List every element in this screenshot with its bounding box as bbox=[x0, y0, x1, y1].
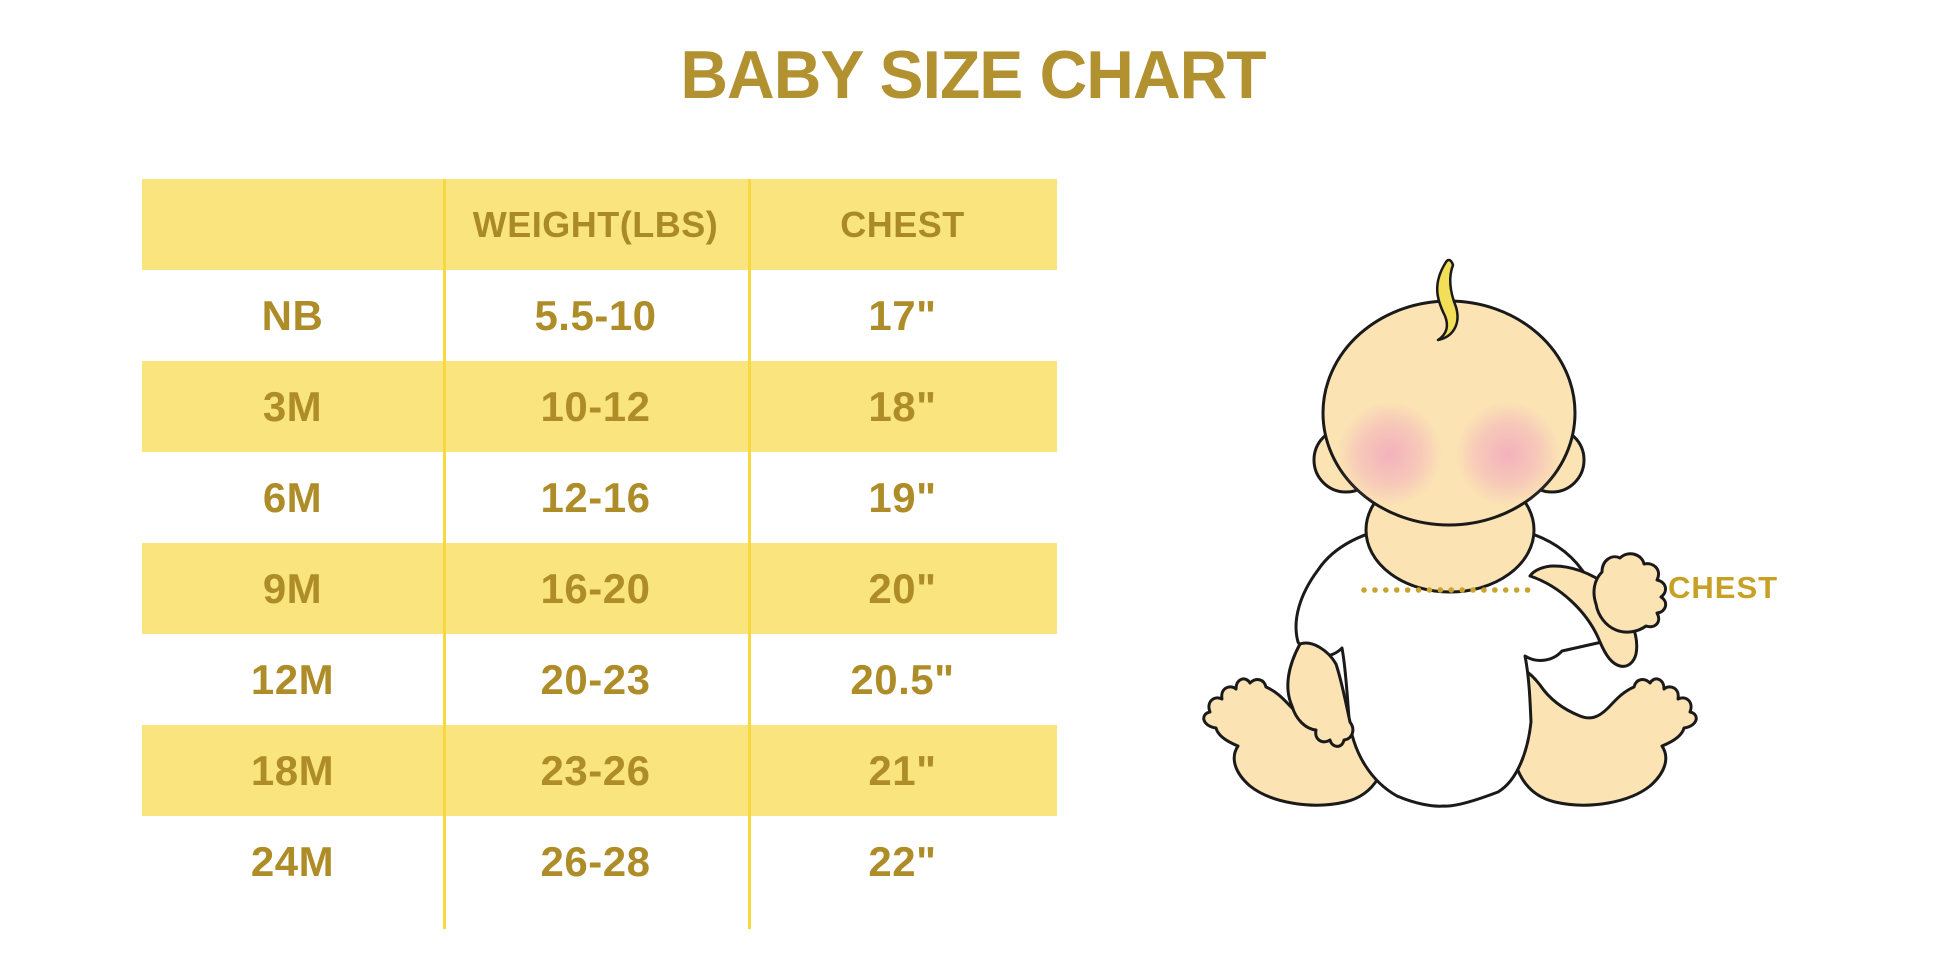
size-table: WEIGHT(LBS) CHEST NB 5.5-10 17" 3M 10-12… bbox=[142, 179, 1057, 929]
header-weight-column: WEIGHT(LBS) bbox=[472, 203, 719, 245]
chest-cell: 20.5" bbox=[850, 655, 955, 703]
baby-arms bbox=[1286, 552, 1668, 748]
size-cell: NB bbox=[261, 291, 324, 339]
weight-cell: 16-20 bbox=[540, 564, 651, 612]
chest-cell: 17" bbox=[868, 291, 937, 339]
weight-cell: 20-23 bbox=[540, 655, 651, 703]
table-row: 3M 10-12 18" bbox=[142, 361, 1057, 452]
weight-cell: 23-26 bbox=[540, 746, 651, 794]
column-divider-line bbox=[748, 179, 751, 929]
size-cell: 12M bbox=[250, 655, 335, 703]
chest-cell: 22" bbox=[868, 837, 937, 885]
baby-illustration bbox=[1202, 258, 1698, 808]
baby-cheeks bbox=[1338, 402, 1560, 506]
size-cell: 18M bbox=[250, 746, 335, 794]
size-cell: 3M bbox=[262, 382, 323, 430]
table-row: 9M 16-20 20" bbox=[142, 543, 1057, 634]
table-row: 6M 12-16 19" bbox=[142, 452, 1057, 543]
weight-cell: 5.5-10 bbox=[534, 291, 657, 339]
table-row: 12M 20-23 20.5" bbox=[142, 634, 1057, 725]
table-body: NB 5.5-10 17" 3M 10-12 18" 6M 12-16 19" … bbox=[142, 270, 1057, 907]
size-cell: 24M bbox=[250, 837, 335, 885]
size-cell: 6M bbox=[262, 473, 323, 521]
size-cell: 9M bbox=[262, 564, 323, 612]
chest-cell: 18" bbox=[868, 382, 937, 430]
table-row: 18M 23-26 21" bbox=[142, 725, 1057, 816]
weight-cell: 10-12 bbox=[540, 382, 651, 430]
baby-hair-curl bbox=[1436, 258, 1459, 342]
weight-cell: 26-28 bbox=[540, 837, 651, 885]
column-divider-line bbox=[443, 179, 446, 929]
table-header-row: WEIGHT(LBS) CHEST bbox=[142, 179, 1057, 270]
table-row: NB 5.5-10 17" bbox=[142, 270, 1057, 361]
header-chest-column: CHEST bbox=[840, 203, 965, 245]
chest-annotation-label: CHEST bbox=[1668, 570, 1779, 605]
chest-cell: 21" bbox=[868, 746, 937, 794]
weight-cell: 12-16 bbox=[540, 473, 651, 521]
chest-cell: 19" bbox=[868, 473, 937, 521]
table-row: 24M 26-28 22" bbox=[142, 816, 1057, 907]
page-title: BABY SIZE CHART bbox=[680, 37, 1266, 113]
chest-cell: 20" bbox=[868, 564, 937, 612]
